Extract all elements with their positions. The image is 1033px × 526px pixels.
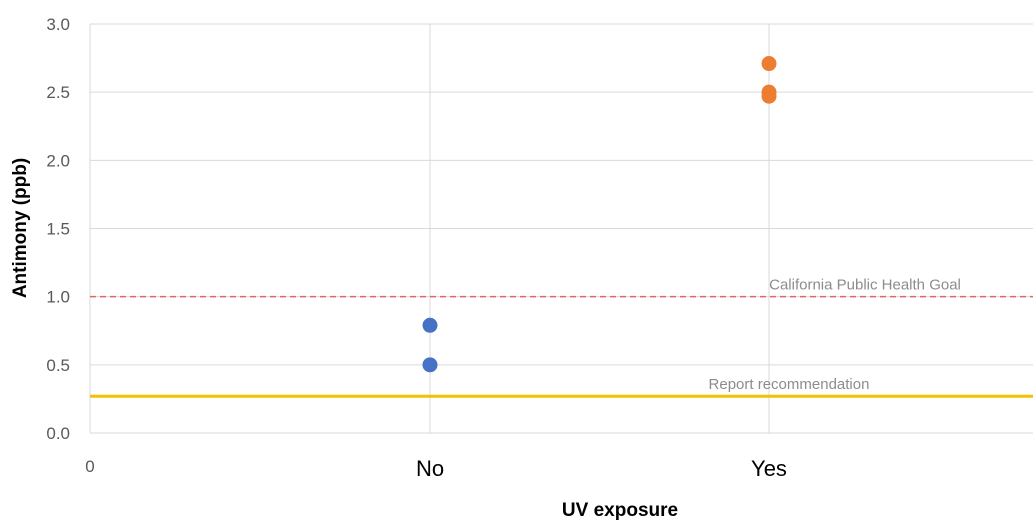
data-point	[422, 357, 438, 373]
x-axis-title: UV exposure	[562, 500, 678, 521]
y-axis-title: Antimony (ppb)	[10, 158, 31, 298]
data-points-layer	[422, 56, 777, 373]
reference-lines-layer	[90, 295, 1033, 398]
y-tick-label: 2.5	[46, 83, 70, 102]
y-tick-label: 3.0	[46, 15, 70, 34]
y-tick-label: 1.5	[46, 220, 70, 239]
reference-line-label: Report recommendation	[709, 376, 870, 393]
x-origin-tick-label: 0	[85, 457, 94, 476]
y-tick-label: 1.0	[46, 288, 70, 307]
data-point	[422, 317, 438, 333]
data-point	[761, 88, 777, 104]
grid-layer	[89, 23, 1033, 434]
x-category-label: No	[416, 456, 444, 481]
reference-line-label: California Public Health Goal	[769, 277, 961, 294]
labels-layer: Antimony (ppb) UV exposure 0 0.0 0.5 1.0 1.…	[10, 15, 961, 521]
data-point	[761, 56, 777, 72]
y-tick-label: 2.0	[46, 151, 70, 170]
y-tick-label: 0.0	[46, 424, 70, 443]
x-category-label: Yes	[751, 456, 787, 481]
y-tick-label: 0.5	[46, 356, 70, 375]
